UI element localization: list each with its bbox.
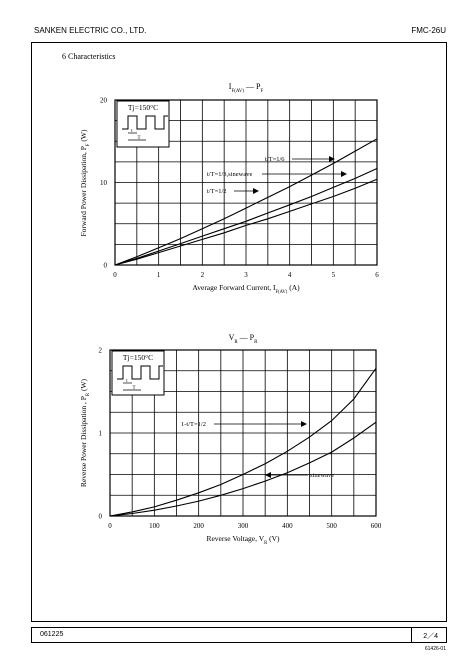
y-tick-label: 2 [99,347,103,355]
inset-temperature-label: Tj=150°C [128,103,158,112]
content-frame [31,42,447,622]
inset-period-mark: T [132,386,135,391]
inset-box [111,350,165,396]
y-axis-label: Reverse Power Dissipation , PR (W) [79,378,91,487]
x-tick-label: 400 [282,522,293,530]
x-axis-label: Average Forward Current, IF(AV) (A) [192,283,300,295]
x-tick-label: 4 [288,271,292,279]
y-axis-label: Forward Power Dissipation, PF (W) [79,129,91,236]
inset-period-mark: T [137,136,140,141]
x-axis-label: Reverse Voltage, VR (V) [206,534,280,546]
x-tick-label: 300 [238,522,249,530]
x-tick-label: 2 [201,271,205,279]
series-label-3: t/T=1/2 [207,188,227,195]
series-line-2 [114,167,378,266]
series-line-1 [114,138,378,266]
series-label-2: sinewave [310,472,334,479]
plot-border [114,99,378,266]
x-tick-label: 100 [149,522,160,530]
chart-title: IF(AV) — PF [229,82,264,94]
x-tick-label: 200 [193,522,204,530]
x-tick-label: 5 [332,271,336,279]
series-line-1 [109,367,377,517]
x-tick-label: 600 [371,522,382,530]
plot-border [109,349,377,517]
series-label-1: t/T=1/6 [265,156,285,163]
inset-t-mark: t [126,379,128,384]
footer-page-number: 2／4 [423,633,438,640]
x-tick-label: 500 [326,522,337,530]
footer-box: 061225 2／4 [31,627,447,643]
footer-divider [411,628,412,642]
x-tick-label: 6 [375,271,379,279]
inset-waveform [122,115,168,130]
x-tick-label: 3 [244,271,248,279]
inset-temperature-label: Tj=150°C [123,353,153,362]
x-tick-label: 0 [113,271,117,279]
section-title: 6 Characteristics [62,52,116,61]
y-tick-label: 1 [99,430,103,438]
y-tick-label: 0 [104,262,108,270]
x-tick-label: 0 [108,522,112,530]
inset-t-mark: t [131,129,133,134]
series-label-1: 1-t/T=1/2 [181,421,206,428]
inset-waveform [117,365,163,380]
part-number: FMC-26U [411,26,446,35]
chart-1: IF(AV) — PF 0 1 2 3 4 5 6 0 10 20 Average Forward C… [79,82,379,295]
footer-date-code: 061225 [40,631,64,638]
chart-title: VR — PR [229,333,259,345]
series-line-3 [114,178,378,266]
inset-box [116,100,170,148]
chart-2: VR — PR 0 100 200 300 400 500 600 0 1 2 Reverse Vol… [79,333,382,546]
y-tick-label: 10 [100,179,108,187]
x-tick-label: 1 [157,271,161,279]
series-label-2: t/T=1/3,sinewave [207,171,252,178]
y-tick-label: 0 [99,513,103,521]
series-line-2 [109,421,377,517]
document-number: 61426-01 [424,646,446,652]
y-tick-label: 20 [100,97,108,105]
company-name: SANKEN ELECTRIC CO., LTD. [34,26,147,35]
